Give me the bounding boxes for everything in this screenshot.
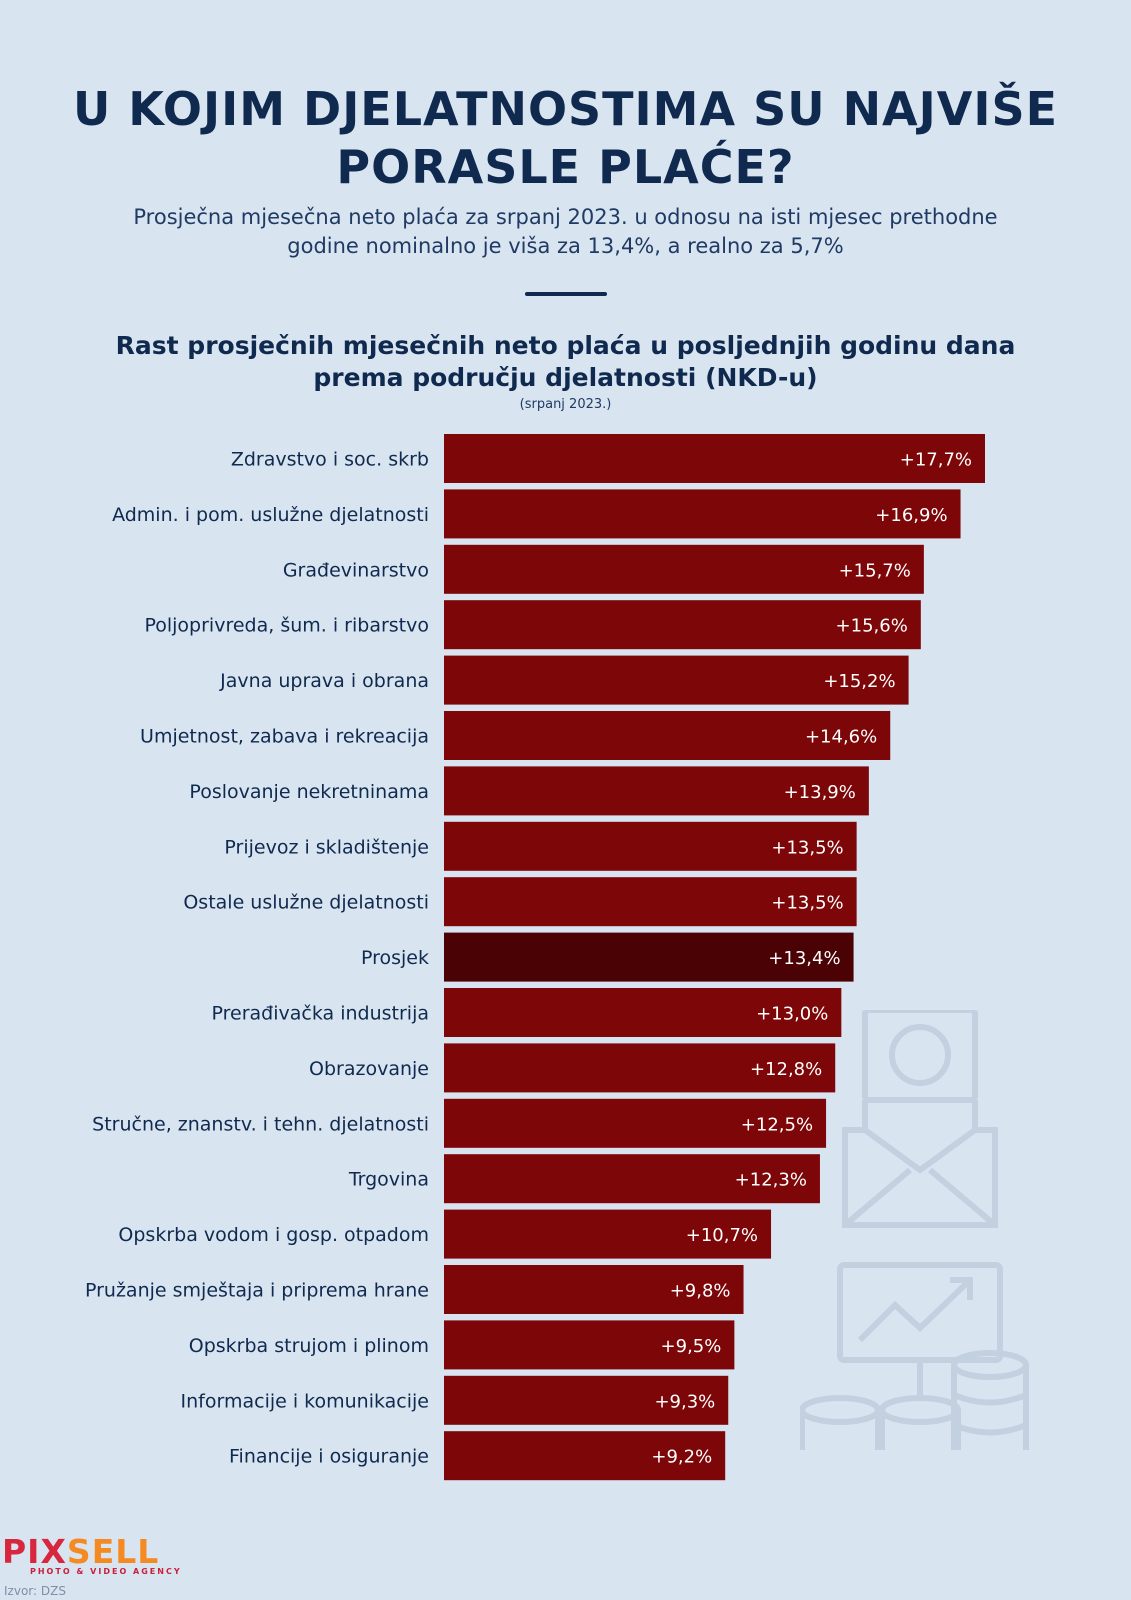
chart-title-line-1: Rast prosječnih mjesečnih neto plaća u p… [115, 331, 1016, 360]
bar-group: Javna uprava i obrana +15,2% [219, 655, 909, 705]
data-label: +15,7% [839, 560, 911, 581]
bar [444, 544, 924, 594]
bar [444, 655, 909, 705]
bar [444, 1265, 744, 1314]
bar-group: Obrazovanje +12,8% [309, 1043, 836, 1093]
bar [444, 1209, 772, 1259]
category-label: Ostale uslužne djelatnosti [183, 892, 429, 914]
bar-group: Pružanje smještaja i priprema hrane +9,8% [85, 1265, 744, 1314]
finance-illustration-icon [800, 1010, 1029, 1450]
bar-group: Admin. i pom. uslužne djelatnosti +16,9% [112, 489, 961, 539]
data-label: +9,3% [654, 1391, 715, 1412]
bar-group: Financije i osiguranje +9,2% [229, 1431, 726, 1481]
bar [444, 1043, 836, 1093]
logo-tagline: PHOTO & VIDEO AGENCY [30, 1567, 182, 1576]
source-note: Izvor: DZS [4, 1584, 66, 1598]
divider [525, 292, 607, 296]
bar-group: Opskrba strujom i plinom +9,5% [189, 1320, 735, 1370]
average-bar [444, 932, 854, 982]
pixsell-logo: PIXSELL PHOTO & VIDEO AGENCY [2, 1532, 182, 1576]
bar [444, 766, 869, 816]
data-label: +13,4% [768, 948, 840, 969]
data-label: +12,5% [741, 1114, 813, 1135]
category-label: Građevinarstvo [283, 559, 429, 581]
page-subtitle: Prosječna mjesečna neto plaća za srpanj … [40, 203, 1091, 261]
category-label: Prosjek [361, 947, 429, 969]
category-label: Javna uprava i obrana [219, 670, 429, 692]
bar-group: Ostale uslužne djelatnosti +13,5% [183, 877, 857, 927]
bar-group: Opskrba vodom i gosp. otpadom +10,7% [118, 1209, 772, 1259]
data-label: +15,6% [836, 616, 908, 637]
data-label: +13,0% [756, 1004, 828, 1025]
chart-title: Rast prosječnih mjesečnih neto plaća u p… [0, 330, 1131, 394]
data-label: +9,8% [670, 1281, 731, 1302]
data-label: +9,2% [651, 1447, 712, 1468]
chart-subtitle: (srpanj 2023.) [519, 397, 612, 412]
logo-part-1: PIX [2, 1532, 67, 1571]
data-label: +12,8% [750, 1059, 822, 1080]
category-label: Poljoprivreda, šum. i ribarstvo [144, 615, 429, 637]
category-label: Umjetnost, zabava i rekreacija [140, 726, 429, 748]
category-label: Financije i osiguranje [229, 1446, 429, 1468]
subtitle-line-2: godine nominalno je viša za 13,4%, a rea… [287, 234, 844, 258]
category-label: Prerađivačka industrija [212, 1003, 429, 1025]
bar [444, 434, 985, 483]
category-label: Admin. i pom. uslužne djelatnosti [112, 504, 429, 526]
subtitle-line-1: Prosječna mjesečna neto plaća za srpanj … [133, 205, 998, 229]
chart-title-line-2: prema području djelatnosti (NKD-u) [313, 363, 818, 392]
bar-group: Prijevoz i skladištenje +13,5% [224, 821, 857, 871]
category-label: Opskrba vodom i gosp. otpadom [118, 1224, 429, 1246]
category-label: Prijevoz i skladištenje [224, 836, 429, 858]
category-label: Poslovanje nekretninama [189, 781, 429, 803]
category-label: Opskrba strujom i plinom [189, 1335, 429, 1357]
bar-group: Građevinarstvo +15,7% [283, 544, 924, 594]
bar-group: Prerađivačka industrija +13,0% [212, 988, 842, 1037]
bar-group: Prosjek +13,4% [361, 932, 854, 982]
bar-group: Umjetnost, zabava i rekreacija +14,6% [140, 711, 891, 760]
bar-group: Zdravstvo i soc. skrb +17,7% [231, 434, 985, 483]
bar-group: Poljoprivreda, šum. i ribarstvo +15,6% [144, 600, 921, 650]
bar-group: Trgovina +12,3% [348, 1154, 820, 1204]
bar-group: Stručne, znanstv. i tehn. djelatnosti +12… [92, 1098, 827, 1148]
data-label: +14,6% [805, 727, 877, 748]
category-label: Stručne, znanstv. i tehn. djelatnosti [92, 1113, 429, 1135]
data-label: +9,5% [661, 1336, 722, 1357]
bar [444, 821, 857, 871]
bar [444, 1320, 735, 1370]
data-label: +13,5% [771, 837, 843, 858]
bar [444, 711, 891, 760]
title-line-2: PORASLE PLAĆE? [336, 140, 795, 194]
data-label: +17,7% [900, 450, 972, 471]
category-label: Informacije i komunikacije [181, 1390, 429, 1412]
data-label: +10,7% [686, 1225, 758, 1246]
data-label: +16,9% [875, 505, 947, 526]
bar [444, 877, 857, 927]
data-label: +13,9% [784, 782, 856, 803]
bar [444, 600, 921, 650]
data-label: +13,5% [771, 893, 843, 914]
category-label: Obrazovanje [309, 1058, 429, 1080]
page-title: U KOJIM DJELATNOSTIMA SU NAJVIŠE PORASLE… [0, 80, 1131, 196]
category-label: Trgovina [348, 1169, 429, 1191]
title-line-1: U KOJIM DJELATNOSTIMA SU NAJVIŠE [72, 82, 1059, 136]
bar-group: Poslovanje nekretninama +13,9% [189, 766, 869, 816]
bar [444, 988, 842, 1037]
category-label: Pružanje smještaja i priprema hrane [85, 1280, 429, 1302]
category-label: Zdravstvo i soc. skrb [231, 449, 429, 471]
bar [444, 1154, 820, 1204]
logo-part-2: SELL [66, 1532, 160, 1571]
bar [444, 1431, 726, 1481]
data-label: +12,3% [735, 1170, 807, 1191]
bar-group: Informacije i komunikacije +9,3% [181, 1375, 729, 1425]
bar [444, 489, 961, 539]
bar [444, 1375, 729, 1425]
data-label: +15,2% [823, 671, 895, 692]
bar [444, 1098, 827, 1148]
